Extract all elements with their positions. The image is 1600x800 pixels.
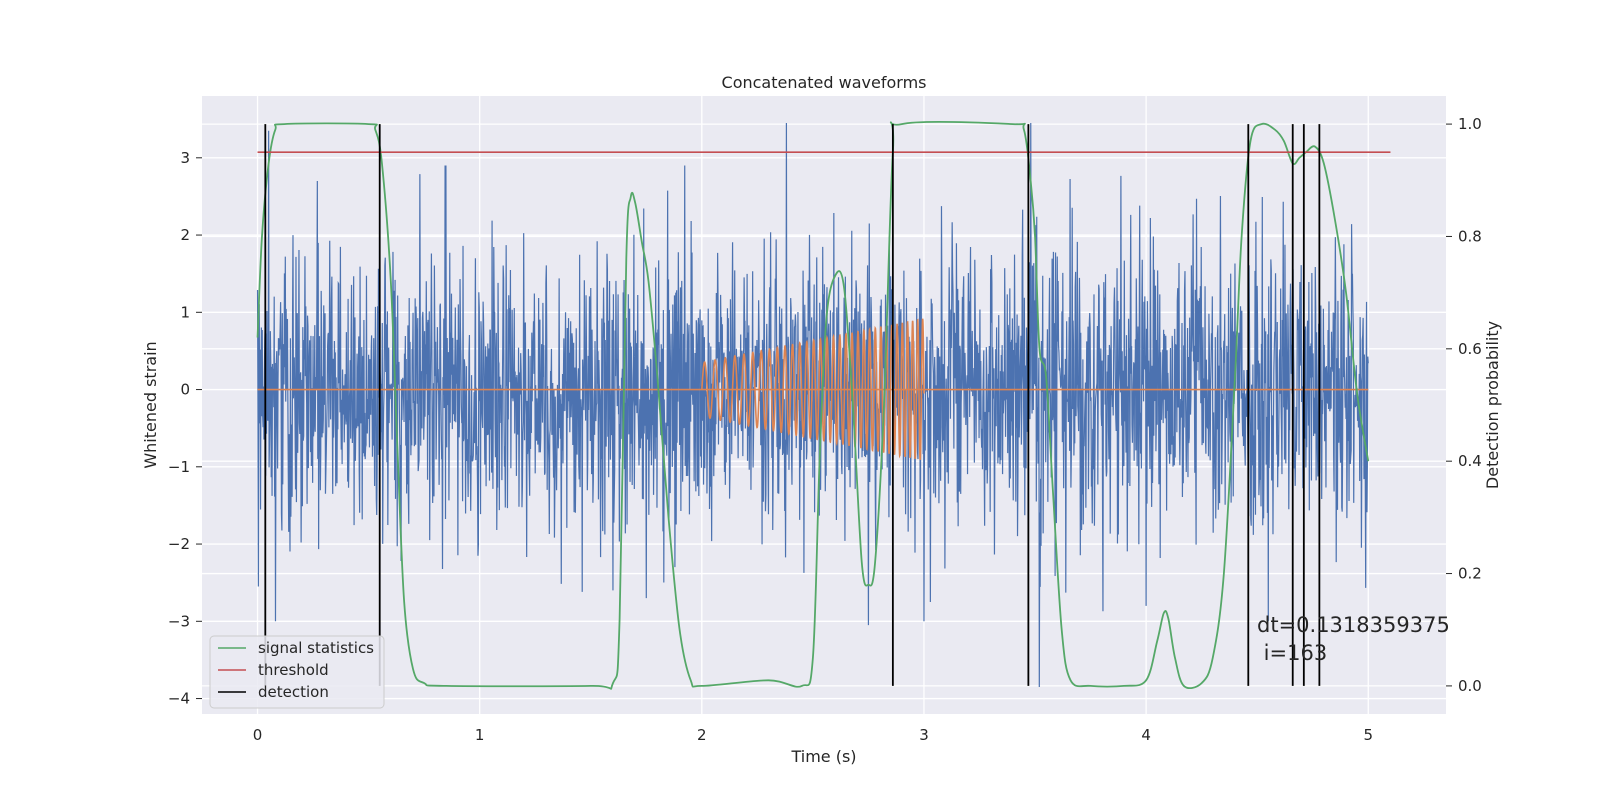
annotation-dt: dt=0.1318359375 — [1257, 613, 1450, 637]
y-left-tick-label: 0 — [180, 381, 190, 399]
y-left-tick-label: −2 — [168, 535, 190, 553]
y-right-tick-label: 0.6 — [1458, 340, 1482, 358]
x-tick-label: 3 — [919, 726, 929, 744]
chart-title: Concatenated waveforms — [722, 73, 927, 92]
legend: signal statistics threshold detection — [209, 635, 385, 709]
y-right-tick-label: 0.4 — [1458, 452, 1482, 470]
y-axis-left-label: Whitened strain — [141, 341, 160, 468]
data-layer — [256, 120, 1391, 690]
annotation-index: i=163 — [1257, 641, 1327, 665]
y-right-tick-label: 1.0 — [1458, 115, 1482, 133]
y-left-tick-label: −3 — [168, 612, 190, 630]
y-left-tick-label: 3 — [180, 149, 190, 167]
y-right-tick-label: 0.8 — [1458, 227, 1482, 245]
noise-series-line — [256, 123, 1369, 687]
x-tick-label: 1 — [475, 726, 485, 744]
x-axis-label: Time (s) — [790, 747, 856, 766]
x-tick-label: 2 — [697, 726, 707, 744]
y-left-tick-label: 1 — [180, 303, 190, 321]
signal-statistics-line — [256, 120, 1370, 690]
legend-label-threshold: threshold — [258, 661, 329, 679]
y-axis-right-label: Detection probability — [1483, 321, 1502, 489]
x-tick-label: 5 — [1363, 726, 1373, 744]
x-tick-label: 0 — [253, 726, 263, 744]
y-left-tick-label: 2 — [180, 226, 190, 244]
y-left-tick-label: −1 — [168, 458, 190, 476]
legend-label-signal: signal statistics — [258, 639, 374, 657]
legend-box — [209, 635, 385, 709]
y-right-tick-label: 0.0 — [1458, 677, 1482, 695]
y-left-tick-label: −4 — [168, 690, 190, 708]
legend-label-detection: detection — [258, 683, 329, 701]
x-tick-label: 4 — [1141, 726, 1151, 744]
y-right-tick-label: 0.2 — [1458, 565, 1482, 583]
ticks: 0 1 2 3 4 5 −4 −3 −2 −1 0 1 2 3 0.0 0.2 0.4 0.6 0.8 1.0 — [168, 115, 1482, 744]
